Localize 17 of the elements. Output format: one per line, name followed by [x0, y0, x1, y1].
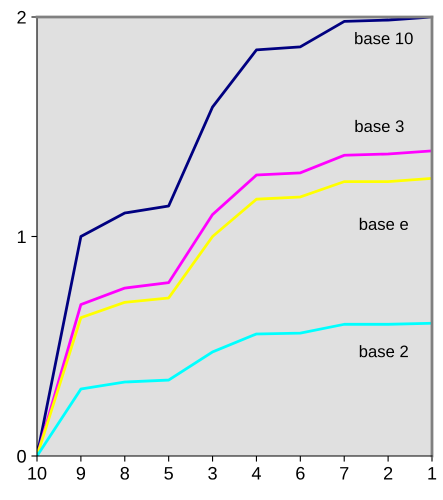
series-label: base 10: [355, 32, 413, 44]
x-tick-label: 7: [340, 467, 348, 480]
series-label: base 3: [355, 120, 404, 132]
x-tick-label: 10: [28, 466, 46, 480]
x-tick-label: 8: [120, 466, 130, 480]
y-tick-label: 1: [18, 230, 26, 244]
y-tick-label: 0: [17, 450, 26, 463]
x-tick-label: 5: [164, 467, 173, 480]
series-label: base 2: [360, 345, 408, 358]
x-tick-label: 6: [296, 466, 305, 480]
x-tick-label: 1: [428, 467, 436, 480]
y-tick-label: 2: [17, 10, 26, 24]
x-tick-label: 2: [384, 466, 392, 480]
x-tick-label: 9: [76, 466, 86, 480]
x-tick-label: 4: [252, 467, 261, 480]
x-tick-label: 3: [208, 466, 217, 480]
text: base e: [360, 218, 408, 230]
